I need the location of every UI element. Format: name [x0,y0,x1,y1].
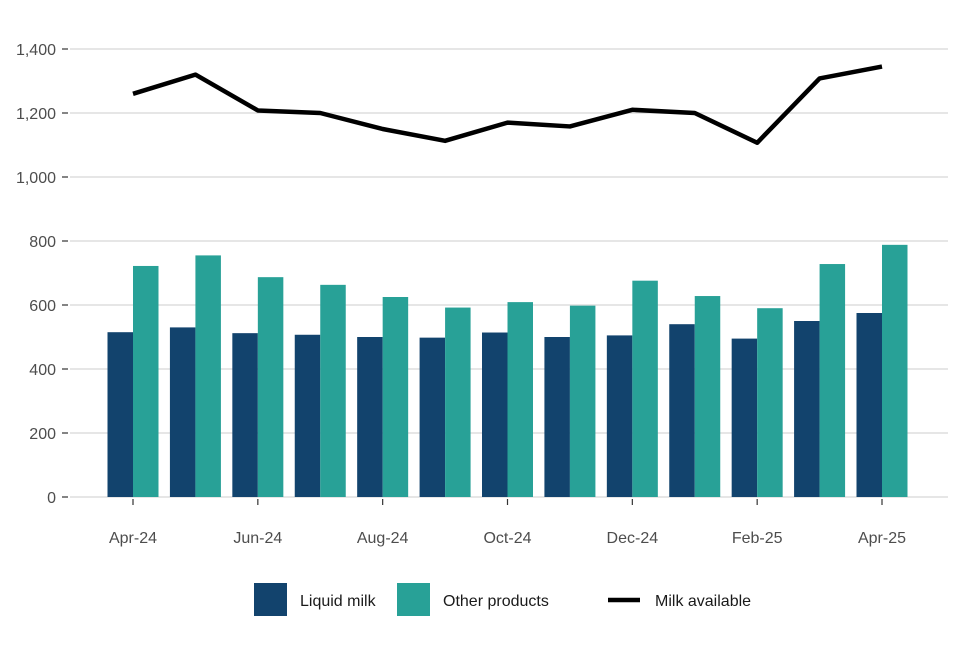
legend-other-products-swatch [397,583,430,616]
y-tick-label: 800 [29,234,56,251]
bar-liquid-milk [169,327,196,497]
bar-other-products [382,297,409,497]
bar-liquid-milk [357,337,383,497]
bar-liquid-milk [294,334,321,497]
y-tick-label: 1,200 [16,106,56,123]
bar-other-products [757,308,783,497]
legend-milk-available-label: Milk available [655,593,751,610]
bar-liquid-milk [419,337,446,497]
x-tick-label: Aug-24 [357,530,409,547]
bar-other-products [195,255,221,497]
legend-liquid-milk-swatch [254,583,287,616]
bar-other-products [632,280,658,497]
bar-other-products [694,296,721,497]
y-tick-label: 1,000 [16,170,56,187]
bar-liquid-milk [669,324,695,497]
bar-other-products [320,284,346,497]
y-tick-label: 1,400 [16,42,56,59]
x-tick-label: Oct-24 [483,530,531,547]
bar-other-products [445,307,471,497]
x-tick-label: Apr-24 [109,530,157,547]
bar-liquid-milk [232,333,258,497]
y-tick-label: 400 [29,362,56,379]
bars [107,244,908,497]
bar-other-products [507,302,533,497]
y-axis-ticks: 0 200 400 600 800 1,000 1,200 1,400 [16,42,68,507]
line-series [132,64,883,146]
legend-other-products-label: Other products [443,593,549,610]
bar-liquid-milk [544,337,570,497]
line-milk-available [132,64,883,146]
bar-other-products [569,305,596,497]
x-tick-label: Apr-25 [858,530,906,547]
x-tick-label: Jun-24 [233,530,282,547]
x-tick-label: Dec-24 [607,530,659,547]
bar-liquid-milk [107,332,133,497]
bar-liquid-milk [606,335,633,497]
bar-liquid-milk [731,338,758,497]
x-tick-label: Feb-25 [732,530,783,547]
bar-other-products [882,244,908,497]
y-tick-label: 200 [29,426,56,443]
legend: Liquid milk Other products Milk available [254,583,751,616]
legend-liquid-milk-label: Liquid milk [300,593,377,610]
bar-liquid-milk [482,332,508,497]
x-axis-ticks: Apr-24 Jun-24 Aug-24 Oct-24 Dec-24 Feb-25 Apr-… [109,499,906,547]
bar-liquid-milk [856,313,882,497]
bar-other-products [257,277,284,497]
bar-other-products [133,265,159,497]
y-tick-label: 0 [47,490,56,507]
bar-liquid-milk [794,321,820,497]
bar-other-products [819,264,846,497]
y-tick-label: 600 [29,298,56,315]
